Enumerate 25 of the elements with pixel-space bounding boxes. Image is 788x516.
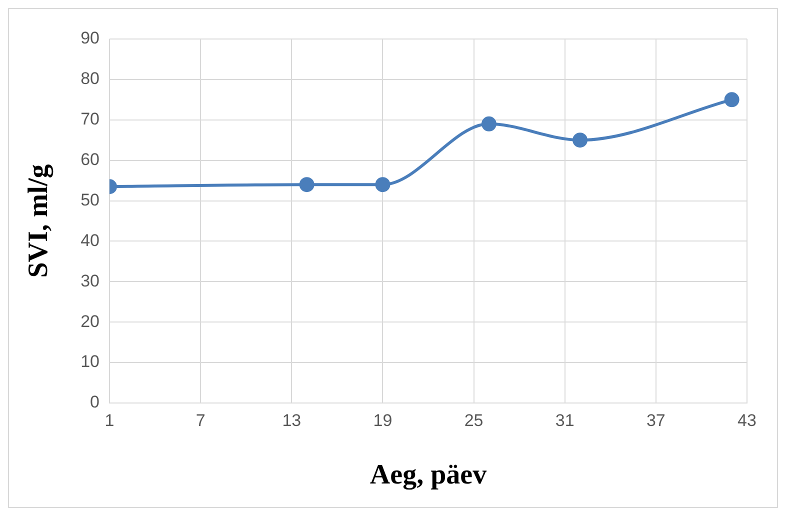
x-tick-label: 19 — [373, 410, 392, 430]
x-tick-label: 25 — [464, 410, 484, 430]
x-tick-label: 43 — [738, 410, 756, 430]
x-axis-title: Aeg, päev — [370, 459, 487, 490]
point — [481, 116, 496, 132]
y-tick-label: 80 — [80, 69, 100, 88]
y-tick-label: 70 — [80, 110, 100, 129]
y-tick-label: 60 — [80, 150, 100, 170]
y-tick-label: 30 — [80, 271, 100, 290]
y-tick-label: 20 — [80, 312, 100, 331]
x-tick-label: 13 — [282, 410, 302, 430]
y-tick-label: 90 — [80, 28, 100, 48]
x-tick-label: 31 — [555, 410, 574, 430]
y-tick-label: 40 — [80, 230, 100, 250]
x-tick-label: 7 — [196, 410, 206, 430]
point — [572, 132, 588, 148]
point — [724, 92, 740, 108]
x-tick-label: 1 — [104, 410, 114, 430]
y-tick-label: 10 — [80, 352, 100, 372]
y-axis-title: SVI, ml/g — [23, 164, 54, 278]
y-tick-label: 0 — [90, 392, 100, 412]
x-tick-label: 37 — [646, 410, 666, 430]
point — [375, 177, 390, 192]
y-tick-label: 50 — [80, 190, 100, 210]
point — [299, 177, 314, 192]
